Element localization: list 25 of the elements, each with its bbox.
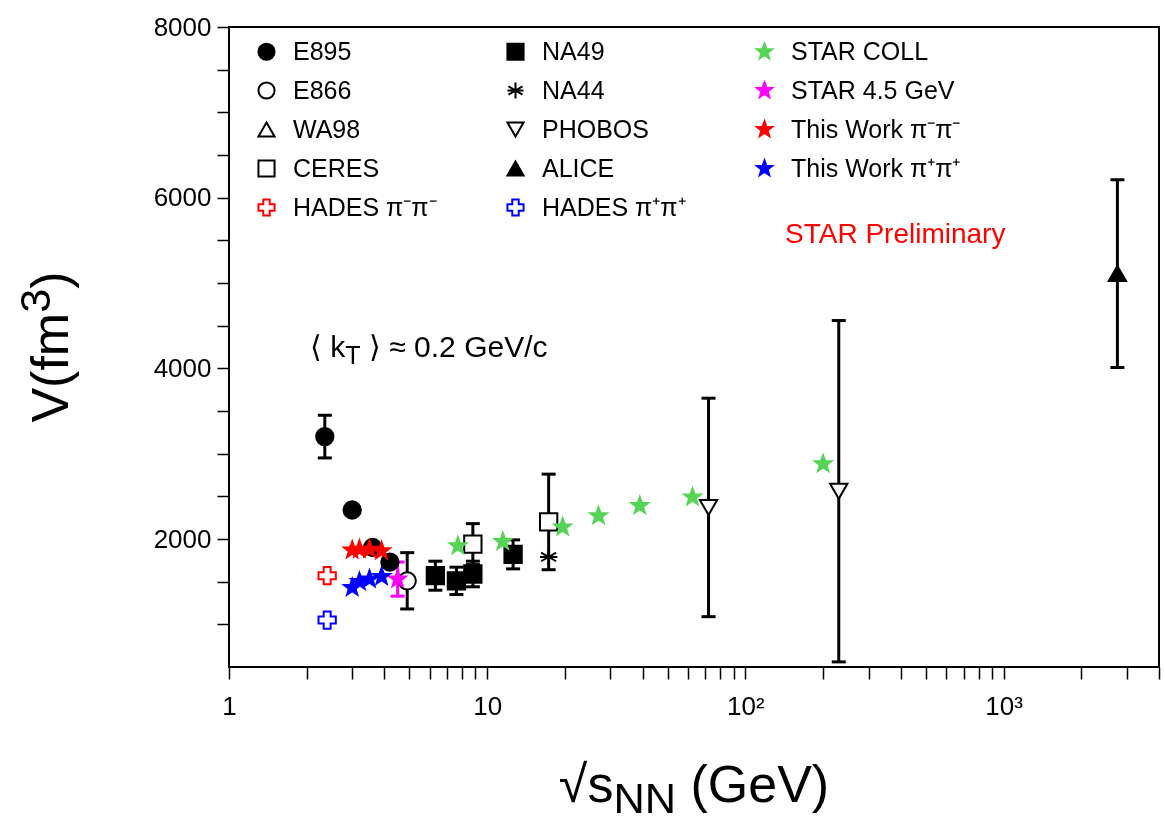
legend-label: This Work π⁺π⁺ [791, 153, 961, 182]
x-tick-label: 10 [473, 690, 503, 721]
legend-label: HADES π⁺π⁺ [542, 192, 686, 221]
annotation: STAR Preliminary [785, 218, 1006, 249]
legend-label: STAR 4.5 GeV [791, 75, 955, 104]
legend-label: NA44 [542, 75, 605, 104]
legend-label: HADES π⁻π⁻ [293, 192, 437, 221]
annotation: ⟨ k$_{T}$ ⟩ ≈ 0.2 GeV/c [310, 330, 548, 369]
y-tick-label: 6000 [153, 182, 212, 213]
legend-label: This Work π⁻π⁻ [791, 114, 961, 143]
y-tick-label: 2000 [153, 523, 212, 554]
legend-label: STAR COLL [791, 36, 929, 65]
legend-label: WA98 [293, 114, 361, 143]
x-tick-label: 10³ [985, 690, 1024, 721]
legend-label: CERES [293, 153, 380, 182]
legend-label: ALICE [542, 153, 615, 182]
legend-label: NA49 [542, 36, 605, 65]
legend-label: E866 [293, 75, 352, 104]
x-tick-label: 1 [222, 690, 237, 721]
y-tick-label: 4000 [153, 352, 212, 383]
y-tick-label: 8000 [153, 11, 212, 42]
legend-label: PHOBOS [542, 114, 649, 143]
legend-label: E895 [293, 36, 352, 65]
x-axis-title: √s$_{NN}$ (GeV) [558, 755, 830, 823]
x-tick-label: 10² [727, 690, 765, 721]
